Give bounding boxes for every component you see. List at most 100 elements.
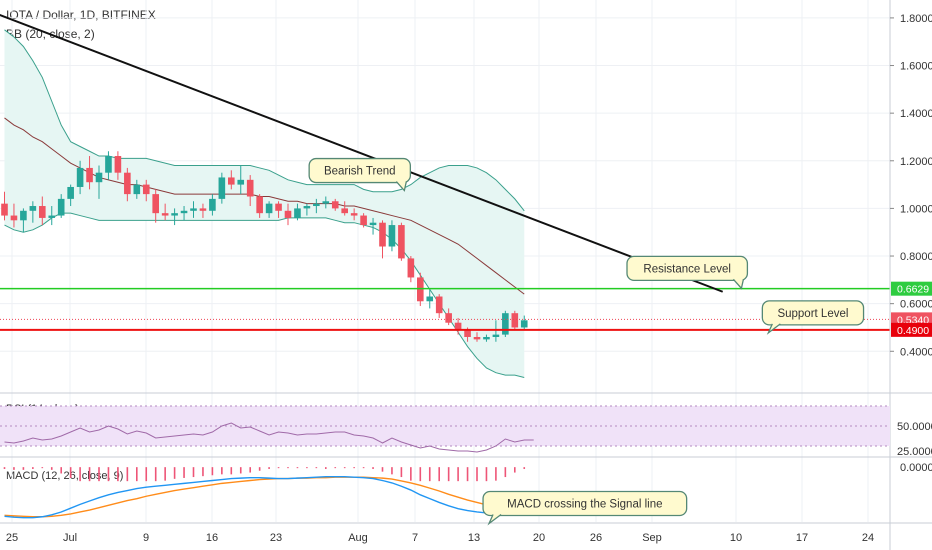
price-axis-label: 1.8000 (900, 13, 932, 25)
candle-body (331, 201, 339, 209)
time-axis-label: 13 (468, 532, 480, 544)
macd-histogram-bar (211, 467, 214, 476)
candle-body (1, 203, 8, 216)
candle-body (369, 222, 377, 226)
candle-body (445, 313, 452, 323)
macd-indicator-label[interactable]: MACD (12, 26, close, 9) (6, 470, 124, 482)
macd-histogram-bar (495, 467, 497, 481)
candle-body (284, 210, 292, 218)
macd-histogram-bar (164, 467, 166, 481)
candle-body (265, 203, 273, 214)
macd-histogram-bar (410, 467, 412, 481)
candle-body (360, 215, 367, 226)
macd-histogram-bar (60, 467, 62, 474)
candle-body (407, 258, 415, 278)
macd-histogram-bar (239, 467, 242, 474)
candle-body (180, 210, 188, 214)
macd-histogram-bar (334, 467, 337, 469)
candle-body (426, 296, 434, 302)
macd-histogram-bar (88, 467, 91, 482)
macd-histogram-bar (457, 467, 459, 482)
candle-body (473, 336, 481, 340)
candle-body (388, 225, 396, 247)
time-axis-label: 17 (796, 532, 808, 544)
support-level-callout: Support Level (761, 300, 865, 335)
candle-body (67, 186, 74, 199)
candle-body (190, 208, 197, 211)
support-level-callout-pointer (766, 323, 781, 335)
resistance-price-tag: 0.6629 (897, 284, 929, 296)
macd-histogram-bar (372, 467, 374, 469)
bearish-trend-callout-text: Bearish Trend (324, 166, 396, 178)
candle-body (520, 320, 528, 328)
macd-histogram-bar (315, 467, 318, 469)
candle-body (313, 203, 320, 207)
bb-upper-line (4, 29, 525, 212)
macd-histogram-bar (202, 467, 204, 477)
time-axis-label: 16 (206, 532, 218, 544)
time-axis-label: Aug (348, 532, 368, 544)
resistance-level-callout-box (626, 255, 749, 282)
time-axis-label: 26 (590, 532, 602, 544)
macd-histogram-bar (523, 467, 526, 469)
macd-histogram-bar (343, 467, 346, 469)
price-axis-label: 0.4000 (900, 346, 932, 358)
macd-histogram-bar (41, 467, 44, 469)
candle-body (237, 179, 245, 185)
macd-histogram-bar (287, 467, 289, 469)
macd-crossing-callout: MACD crossing the Signal line (482, 490, 688, 526)
candle-body (29, 206, 37, 211)
macd-histogram-bar (400, 467, 403, 478)
macd-histogram-bar (258, 467, 261, 471)
macd-histogram-bar (485, 467, 488, 482)
macd-histogram-bar (325, 467, 327, 469)
bearish-trend-callout-pointer (395, 181, 407, 192)
macd-histogram-bar (98, 467, 100, 482)
macd-crossing-callout-box (482, 490, 688, 517)
time-axis-label: 25 (6, 532, 18, 544)
candle-body (133, 184, 141, 195)
macd-histogram-bar (362, 467, 365, 469)
candle-body (322, 201, 330, 204)
candle-body (86, 167, 93, 183)
macd-histogram-bar (3, 467, 6, 469)
time-axis-label: 10 (730, 532, 742, 544)
time-axis-label: 9 (143, 532, 149, 544)
price-axis-label: 1.0000 (900, 203, 932, 215)
candle-body (105, 156, 112, 173)
macd-histogram-bar (353, 467, 355, 469)
macd-line (4, 475, 525, 519)
candle-body (275, 203, 282, 211)
bearish-trend-callout-box (308, 157, 411, 184)
macd-histogram-bar (50, 467, 53, 470)
candle-body (95, 172, 103, 183)
macd-histogram-bar (192, 467, 195, 478)
macd-histogram-bar (381, 467, 384, 472)
macd-histogram-bar (268, 467, 270, 469)
candle-body (483, 336, 490, 340)
macd-histogram-bar (466, 467, 469, 482)
candle-body (379, 222, 386, 247)
macd-histogram-bar (419, 467, 422, 482)
macd-histogram-bar (13, 467, 15, 470)
macd-signal-line (4, 476, 525, 518)
candle-body (464, 329, 471, 337)
price-axis-label: 1.6000 (900, 61, 932, 73)
macd-histogram-bar (145, 467, 148, 482)
macd-histogram-bar (438, 467, 440, 482)
candle-body (114, 156, 122, 173)
resistance-level-callout-pointer (732, 278, 745, 290)
macd-histogram-bar (69, 467, 72, 478)
candle-body (218, 177, 226, 199)
macd-histogram-bar (277, 467, 280, 469)
macd-histogram-bar (391, 467, 393, 475)
support-level-callout-text: Support Level (777, 308, 848, 320)
macd-histogram-bar (126, 467, 129, 482)
candle-body (76, 167, 84, 187)
rsi-line (4, 422, 534, 453)
candle-body (20, 210, 27, 221)
time-axis-label: 24 (862, 532, 874, 544)
chart-title: IOTA / Dollar, 1D, BITFINEX (6, 8, 156, 22)
macd-histogram-bar (32, 467, 34, 469)
